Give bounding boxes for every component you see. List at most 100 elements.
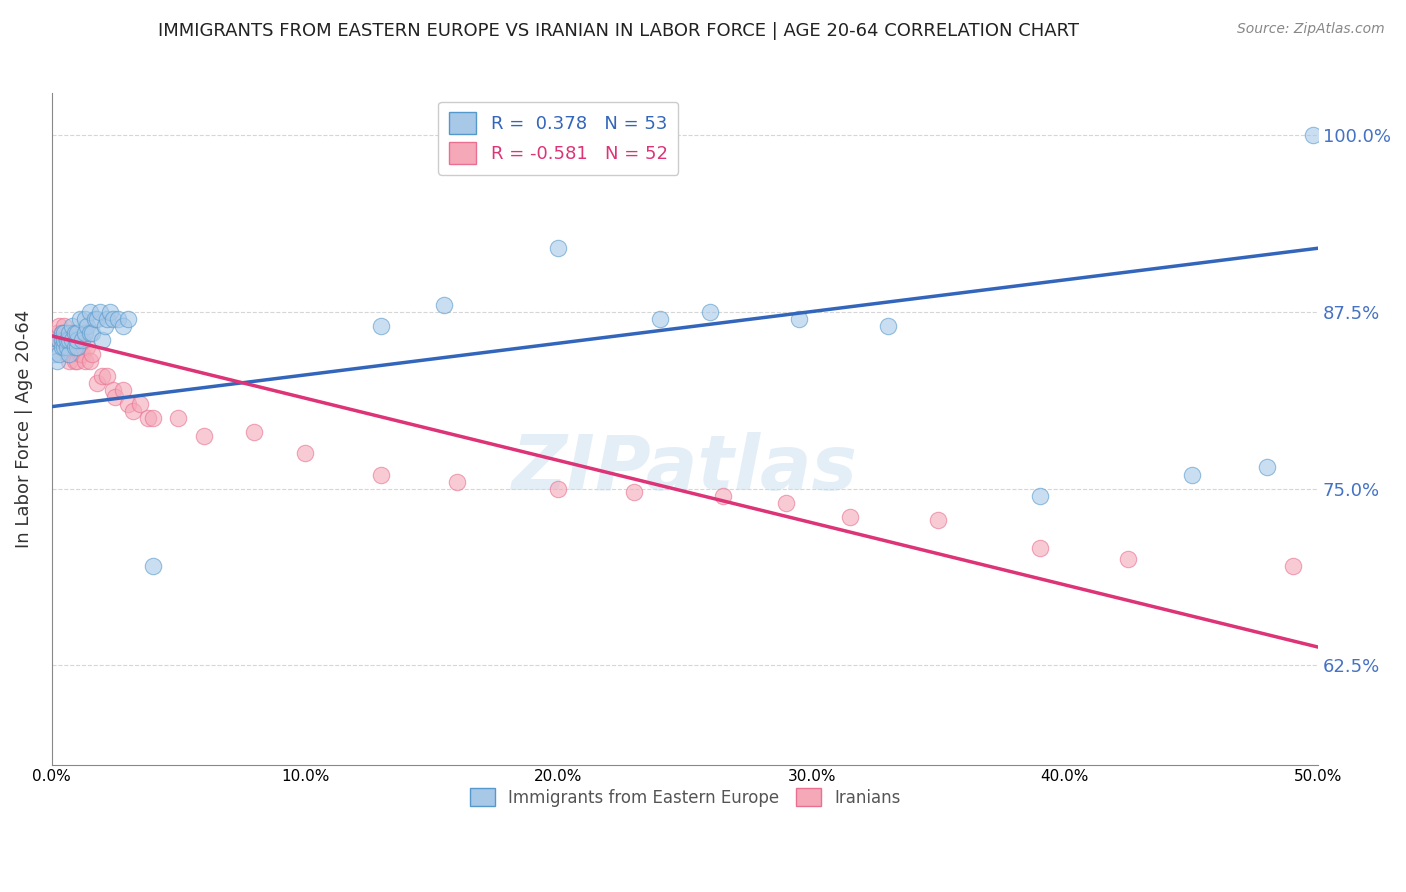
Point xyxy=(48,318,70,333)
Point xyxy=(76,318,98,333)
Point xyxy=(63,326,86,340)
Point xyxy=(91,333,114,347)
Point xyxy=(111,318,134,333)
Point xyxy=(547,482,569,496)
Point xyxy=(66,333,89,347)
Point xyxy=(56,333,79,347)
Point xyxy=(60,318,83,333)
Point xyxy=(66,354,89,368)
Point xyxy=(58,354,80,368)
Point xyxy=(70,333,93,347)
Point xyxy=(91,368,114,383)
Point xyxy=(94,318,117,333)
Point xyxy=(294,446,316,460)
Point xyxy=(787,312,810,326)
Point xyxy=(89,305,111,319)
Point xyxy=(98,305,121,319)
Point xyxy=(53,326,76,340)
Point xyxy=(48,333,70,347)
Point xyxy=(117,312,139,326)
Point xyxy=(51,340,73,354)
Point xyxy=(58,340,80,354)
Point xyxy=(48,333,70,347)
Point xyxy=(838,510,860,524)
Point xyxy=(48,347,70,361)
Point xyxy=(193,429,215,443)
Point xyxy=(129,397,152,411)
Point xyxy=(1256,460,1278,475)
Point xyxy=(433,298,456,312)
Y-axis label: In Labor Force | Age 20-64: In Labor Force | Age 20-64 xyxy=(15,310,32,548)
Point xyxy=(775,496,797,510)
Point xyxy=(101,312,124,326)
Point xyxy=(370,467,392,482)
Point xyxy=(66,333,89,347)
Point xyxy=(56,347,79,361)
Point xyxy=(927,513,949,527)
Point xyxy=(51,326,73,340)
Point xyxy=(73,326,96,340)
Point xyxy=(60,326,83,340)
Point xyxy=(83,312,105,326)
Point xyxy=(79,354,101,368)
Point xyxy=(136,411,159,425)
Point xyxy=(79,326,101,340)
Point xyxy=(101,383,124,397)
Point xyxy=(66,340,89,354)
Point xyxy=(876,318,898,333)
Point xyxy=(51,326,73,340)
Point xyxy=(104,390,127,404)
Point xyxy=(53,340,76,354)
Point xyxy=(60,340,83,354)
Point xyxy=(63,340,86,354)
Point xyxy=(63,340,86,354)
Point xyxy=(69,333,91,347)
Text: Source: ZipAtlas.com: Source: ZipAtlas.com xyxy=(1237,22,1385,37)
Point xyxy=(117,397,139,411)
Point xyxy=(58,326,80,340)
Point xyxy=(44,347,66,361)
Point xyxy=(60,333,83,347)
Point xyxy=(711,489,734,503)
Point xyxy=(167,411,190,425)
Point xyxy=(86,376,108,390)
Point xyxy=(53,333,76,347)
Point xyxy=(51,333,73,347)
Point xyxy=(79,305,101,319)
Point xyxy=(58,333,80,347)
Point xyxy=(45,326,67,340)
Point xyxy=(648,312,671,326)
Point xyxy=(1028,541,1050,555)
Point xyxy=(53,326,76,340)
Point xyxy=(370,318,392,333)
Point xyxy=(121,404,143,418)
Point xyxy=(547,241,569,255)
Point xyxy=(70,347,93,361)
Point xyxy=(1180,467,1202,482)
Point xyxy=(53,318,76,333)
Point xyxy=(96,312,118,326)
Point xyxy=(82,326,104,340)
Point xyxy=(142,411,165,425)
Point xyxy=(1028,489,1050,503)
Point xyxy=(1302,128,1324,142)
Point xyxy=(44,333,66,347)
Point xyxy=(51,333,73,347)
Legend: Immigrants from Eastern Europe, Iranians: Immigrants from Eastern Europe, Iranians xyxy=(463,781,907,814)
Point xyxy=(107,312,129,326)
Point xyxy=(446,475,468,489)
Point xyxy=(142,559,165,574)
Point xyxy=(58,347,80,361)
Point xyxy=(73,312,96,326)
Point xyxy=(76,340,98,354)
Point xyxy=(96,368,118,383)
Point xyxy=(699,305,721,319)
Point xyxy=(243,425,266,439)
Point xyxy=(73,354,96,368)
Point xyxy=(82,347,104,361)
Point xyxy=(69,312,91,326)
Point xyxy=(56,333,79,347)
Text: IMMIGRANTS FROM EASTERN EUROPE VS IRANIAN IN LABOR FORCE | AGE 20-64 CORRELATION: IMMIGRANTS FROM EASTERN EUROPE VS IRANIA… xyxy=(157,22,1080,40)
Point xyxy=(86,312,108,326)
Point xyxy=(69,347,91,361)
